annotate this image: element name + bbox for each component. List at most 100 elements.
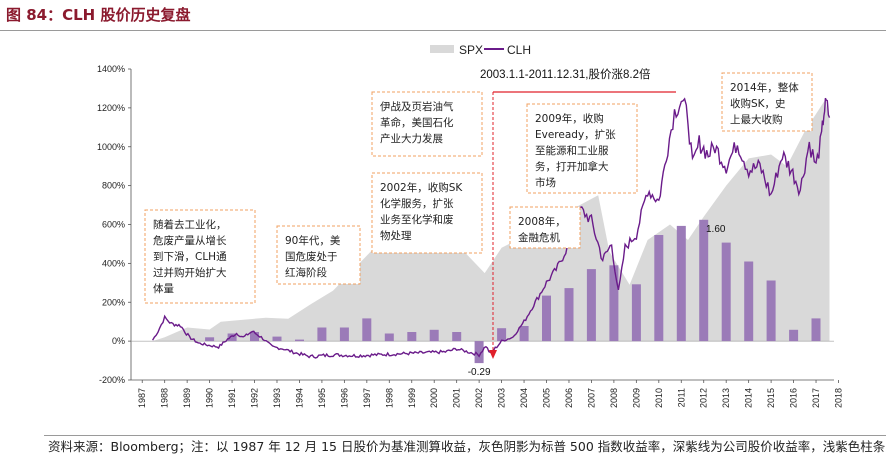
annotation-line: 收购SK，史	[730, 97, 786, 110]
net-income-bar	[676, 225, 686, 342]
net-income-bar	[227, 333, 237, 342]
net-income-bar	[474, 341, 484, 364]
annotation-line: 上最大收购	[730, 113, 783, 126]
x-tick-label: 2018	[833, 388, 843, 408]
legend-label-spx: SPX	[459, 43, 483, 57]
x-tick-label: 1994	[294, 388, 304, 408]
x-tick-label: 1999	[407, 388, 417, 408]
x-tick-label: 2004	[519, 388, 529, 408]
x-tick-label: 2016	[789, 388, 799, 408]
net-income-bar	[362, 318, 372, 342]
annotation-box	[526, 103, 638, 194]
annotation-line: 金融危机	[518, 231, 560, 244]
x-tick-label: 2001	[452, 388, 462, 408]
y-tick-label: -200%	[99, 375, 125, 385]
x-tick-label: 2003	[497, 388, 507, 408]
bar-label-high: 1.60	[706, 224, 726, 235]
net-income-bar	[384, 333, 394, 342]
annotation-line: 化学服务，扩张	[380, 197, 454, 210]
x-tick-label: 2007	[586, 388, 596, 408]
annotation-line: 市场	[535, 176, 556, 189]
net-income-bar	[811, 318, 821, 342]
annotation-line: 革命，美国石化	[380, 116, 454, 129]
net-income-bars-group: -0.29 1.60	[205, 219, 821, 378]
net-income-bar	[452, 332, 462, 342]
net-income-bar	[766, 280, 776, 342]
annotation-line: 90年代，美	[285, 234, 341, 247]
range-arrow-head	[489, 350, 497, 359]
net-income-bar	[407, 332, 417, 342]
annotation-line: 2009年，收购	[535, 112, 604, 125]
legend-swatch-spx	[430, 45, 454, 53]
clh-history-chart: -0.29 1.60 1400% 1200% 1000% 800% 600% 400% 200…	[97, 43, 844, 408]
tick-labels-group: 1400% 1200% 1000% 800% 600% 400% 200% 0% -200% 19…	[97, 64, 844, 408]
annotation-box	[371, 91, 483, 157]
annotation-line: 随着去工业化，	[153, 218, 227, 231]
annotation-box	[276, 225, 361, 285]
range-annotation-group: 2003.1.1-2011.12.31,股价涨8.2倍	[480, 67, 676, 359]
x-tick-label: 1990	[205, 388, 215, 408]
net-income-bar	[789, 329, 799, 342]
x-tick-label: 2013	[721, 388, 731, 408]
annotation-line: 危废产量从增长	[153, 234, 227, 247]
y-tick-label: 400%	[102, 258, 125, 268]
x-tick-label: 2009	[631, 388, 641, 408]
annotation-box	[721, 72, 813, 132]
net-income-bar	[272, 336, 282, 342]
annotation-line: 伊战及页岩油气	[380, 100, 454, 113]
annotation-line: 至能源和工业服	[535, 144, 609, 157]
x-tick-label: 2005	[542, 388, 552, 408]
source-note: 资料来源：Bloomberg；注：以 1987 年 12 月 15 日股价为基准…	[48, 438, 886, 472]
y-tick-label: 600%	[102, 220, 125, 230]
net-income-bar	[429, 329, 439, 342]
x-tick-label: 2017	[811, 388, 821, 408]
net-income-bar	[205, 337, 215, 342]
x-tick-label: 1996	[339, 388, 349, 408]
annotation-line: 务，打开加拿大	[535, 160, 609, 173]
net-income-bar	[295, 339, 304, 342]
annotation-line: 体量	[153, 283, 174, 295]
annotation-line: 业务至化学和废	[380, 213, 454, 226]
annotation-line: Eveready，扩张	[535, 128, 616, 141]
y-tick-label: 1400%	[97, 64, 125, 74]
annotation-box	[371, 172, 483, 254]
net-income-bar	[519, 326, 529, 342]
annotation-line: 物处理	[380, 229, 412, 242]
x-tick-label: 2006	[564, 388, 574, 408]
net-income-bar	[631, 284, 641, 342]
annotation-line: 2002年，收购SK	[380, 181, 463, 194]
net-income-bar	[542, 295, 551, 342]
y-tick-label: 0%	[112, 336, 125, 346]
net-income-bar	[250, 332, 259, 342]
net-income-bar	[586, 269, 596, 342]
net-income-bar	[721, 242, 731, 342]
top-rule	[0, 30, 886, 31]
x-tick-label: 1997	[362, 388, 372, 408]
figure-title: 图 84：CLH 股价历史复盘	[6, 6, 191, 24]
net-income-bar	[564, 288, 574, 342]
x-tick-label: 1992	[250, 388, 260, 408]
x-tick-label: 1998	[384, 388, 394, 408]
range-annotation-text: 2003.1.1-2011.12.31,股价涨8.2倍	[480, 67, 651, 81]
net-income-bar	[317, 327, 327, 342]
net-income-bar	[609, 265, 619, 342]
net-income-bar	[744, 261, 754, 342]
legend-label-clh: CLH	[507, 43, 531, 57]
x-tick-label: 2000	[429, 388, 439, 408]
x-tick-label: 2010	[654, 388, 664, 408]
source-note-text: 资料来源：Bloomberg；注：以 1987 年 12 月 15 日股价为基准…	[48, 439, 886, 454]
x-tick-label: 2012	[699, 388, 709, 408]
x-tick-label: 2014	[744, 388, 754, 408]
annotation-line: 2014年，整体	[730, 81, 799, 94]
annotation-line: 到下滑，CLH通	[153, 251, 227, 263]
x-tick-label: 1991	[227, 388, 237, 408]
annotation-line: 国危废处于	[285, 250, 338, 263]
net-income-bar	[339, 327, 349, 342]
legend: SPX CLH	[430, 43, 531, 57]
x-tick-label: 2015	[766, 388, 776, 408]
y-tick-label: 800%	[102, 181, 125, 191]
x-tick-label: 2008	[609, 388, 619, 408]
x-tick-label: 1988	[160, 388, 170, 408]
x-tick-label: 2011	[676, 388, 686, 407]
